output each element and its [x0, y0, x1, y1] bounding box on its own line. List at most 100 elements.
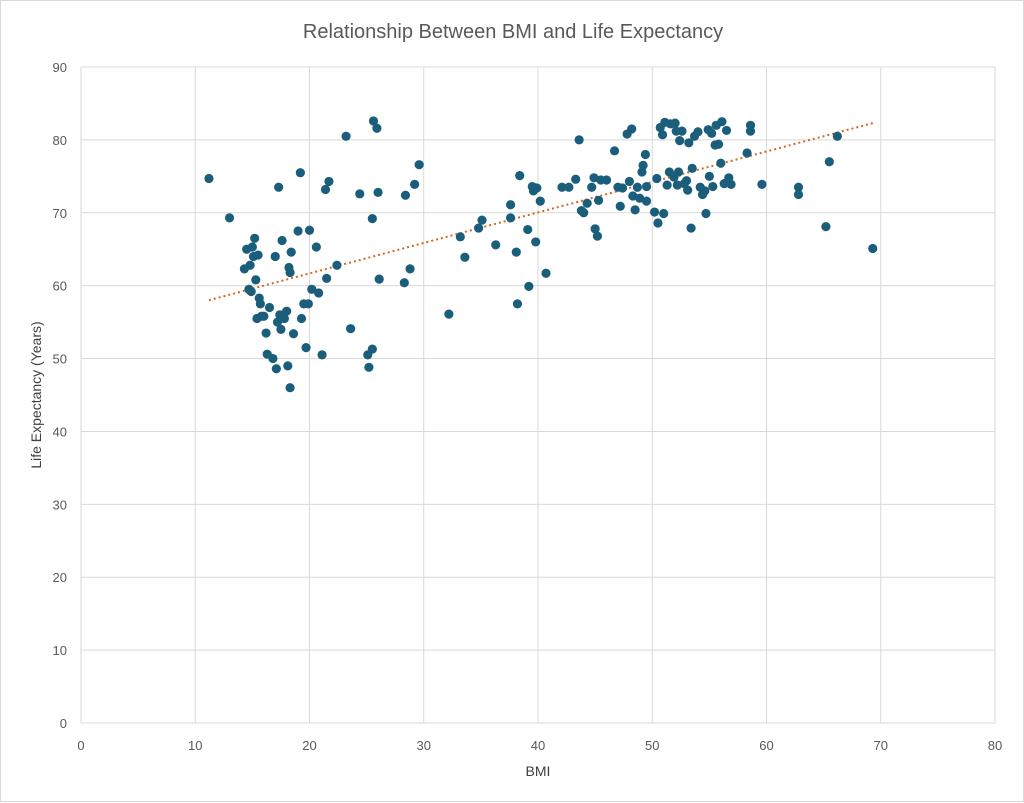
data-point — [253, 250, 263, 260]
data-point — [708, 181, 718, 192]
y-tick-label: 60 — [53, 279, 67, 294]
data-point — [693, 127, 703, 137]
data-point — [367, 344, 377, 354]
data-point — [250, 233, 260, 243]
data-point — [793, 189, 804, 200]
data-point — [285, 267, 295, 278]
data-point — [512, 299, 523, 309]
data-point — [657, 130, 668, 140]
data-point — [630, 205, 640, 215]
data-point — [579, 208, 589, 218]
x-tick-label: 30 — [417, 738, 431, 753]
data-point — [535, 196, 545, 206]
data-point — [364, 362, 374, 372]
data-point — [367, 214, 377, 224]
data-point — [285, 383, 295, 393]
data-point — [414, 160, 424, 170]
data-point — [341, 131, 351, 141]
data-point — [317, 350, 327, 360]
data-point — [716, 158, 726, 168]
data-point — [713, 139, 724, 149]
data-point — [288, 329, 299, 339]
data-point — [246, 286, 256, 297]
data-point — [531, 237, 541, 247]
data-point — [259, 311, 269, 321]
data-point — [524, 281, 534, 291]
data-point — [405, 264, 415, 274]
y-tick-label: 50 — [53, 352, 67, 367]
data-point — [704, 171, 714, 181]
data-point — [523, 224, 533, 235]
data-point — [742, 148, 752, 158]
data-point — [293, 226, 303, 236]
y-tick-label: 90 — [53, 60, 67, 75]
data-point — [832, 131, 842, 141]
data-point — [649, 207, 660, 217]
data-point — [652, 173, 662, 184]
data-point — [314, 288, 324, 298]
data-point — [659, 208, 669, 219]
x-tick-label: 20 — [302, 738, 316, 753]
data-point — [301, 343, 311, 353]
data-point — [726, 179, 736, 189]
data-point — [662, 180, 672, 190]
data-point — [255, 299, 265, 309]
data-point — [399, 278, 409, 288]
data-point — [303, 299, 313, 309]
data-point — [574, 135, 584, 145]
chart-title: Relationship Between BMI and Life Expect… — [303, 21, 723, 43]
data-point — [745, 120, 756, 130]
trendline — [208, 122, 874, 302]
data-point — [609, 146, 620, 156]
data-point — [868, 243, 878, 254]
data-point — [374, 274, 384, 284]
data-point — [592, 231, 603, 241]
data-point — [701, 208, 711, 219]
data-point — [571, 174, 581, 184]
x-tick-label: 0 — [77, 738, 84, 753]
y-tick-label: 80 — [53, 133, 67, 148]
data-point — [245, 260, 255, 270]
data-point — [582, 198, 592, 208]
data-point — [247, 242, 257, 252]
data-point — [304, 225, 315, 235]
data-point — [224, 213, 235, 223]
data-point — [532, 183, 542, 193]
data-point — [322, 273, 332, 283]
data-point — [541, 268, 551, 278]
gridlines — [80, 66, 996, 724]
y-tick-label: 0 — [60, 716, 67, 731]
data-point — [793, 182, 804, 192]
data-point — [410, 179, 420, 189]
data-point — [557, 182, 567, 192]
x-tick-label: 10 — [188, 738, 202, 753]
data-point — [757, 179, 767, 189]
data-point — [627, 124, 637, 134]
data-point — [296, 313, 307, 324]
data-point — [653, 218, 663, 228]
data-point — [455, 232, 465, 242]
data-point — [593, 195, 604, 205]
x-tick-label: 40 — [531, 738, 545, 753]
data-point — [677, 126, 687, 136]
data-point — [707, 128, 717, 138]
data-point — [821, 222, 831, 232]
data-point — [324, 176, 334, 187]
data-point — [286, 247, 296, 257]
data-point — [355, 189, 365, 199]
data-point — [670, 118, 680, 128]
data-point — [700, 186, 710, 196]
data-point — [640, 149, 650, 160]
data-point — [590, 224, 600, 234]
data-point — [307, 284, 317, 294]
data-point — [632, 182, 642, 192]
y-tick-label: 30 — [53, 497, 67, 512]
data-point — [346, 324, 356, 334]
data-point — [624, 176, 635, 187]
y-axis-label: Life Expectancy (Years) — [28, 321, 44, 468]
data-point — [204, 173, 214, 184]
data-point — [373, 187, 383, 197]
y-tick-label: 40 — [53, 424, 67, 439]
data-point — [277, 235, 287, 246]
